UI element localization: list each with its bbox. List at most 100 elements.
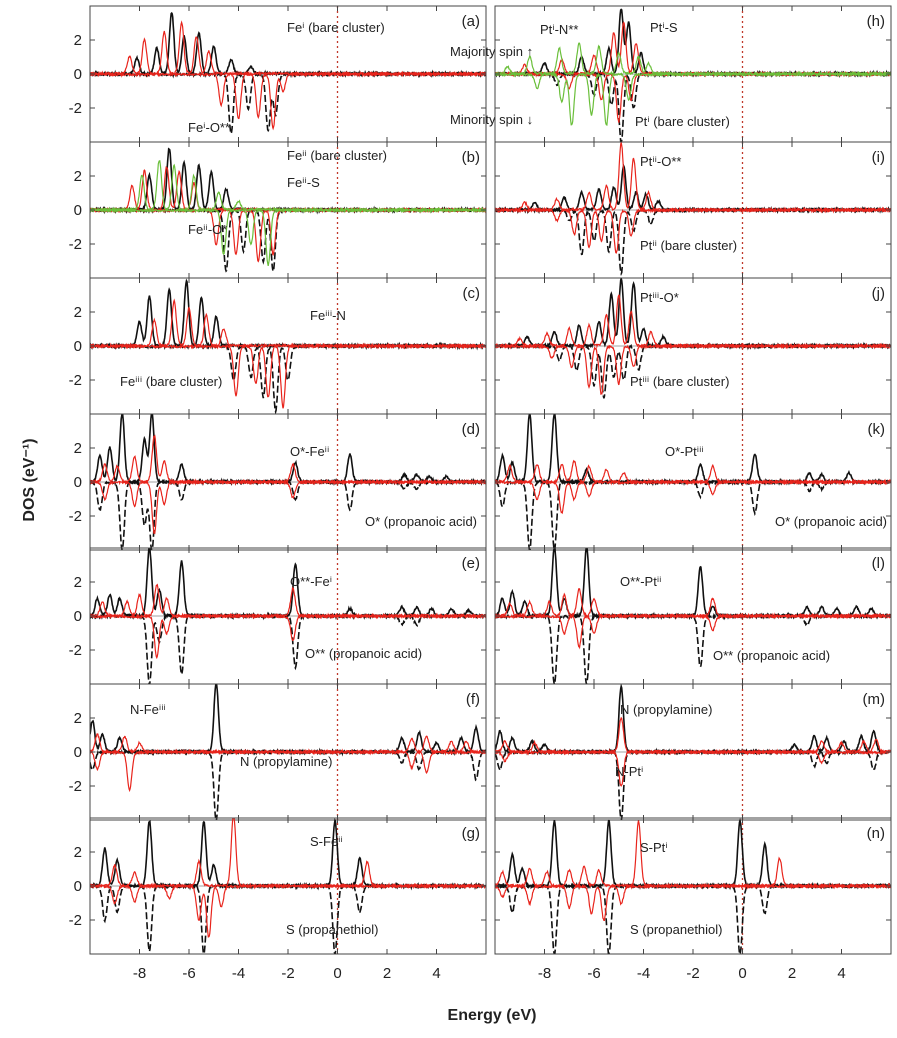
series-black-majority-spin bbox=[90, 684, 486, 756]
y-tick-label: 2 bbox=[74, 710, 82, 727]
y-tick-label: 0 bbox=[74, 202, 82, 219]
series-green-majority-spin bbox=[495, 42, 891, 77]
series-black-minority-spin bbox=[495, 478, 891, 550]
panel-label: (b) bbox=[462, 149, 480, 166]
annotation: O* (propanoic acid) bbox=[775, 514, 887, 529]
panel-label: (i) bbox=[872, 149, 885, 166]
panel-f: 2 0 -2 (f) N-Feⁱⁱⁱ N (propylamine) bbox=[69, 683, 487, 821]
series-red-majority-spin bbox=[495, 588, 891, 619]
panel-label: (h) bbox=[867, 13, 885, 30]
panel-label: (d) bbox=[462, 421, 480, 438]
annotation: Feⁱⁱⁱ-N bbox=[310, 308, 346, 323]
panel-g: 2 0 -2 -8 -6 -4 -2 0 2 4 (g) S-Feⁱⁱ S (propanethiol) bbox=[69, 817, 487, 982]
series-black-majority-spin bbox=[495, 278, 891, 350]
series-red-majority-spin bbox=[495, 820, 891, 889]
annotation: N-Feⁱⁱⁱ bbox=[130, 702, 166, 717]
annotation: S-Feⁱⁱ bbox=[310, 834, 343, 849]
panel-label: (n) bbox=[867, 825, 885, 842]
annotation: Ptⁱⁱⁱ (bare cluster) bbox=[630, 374, 729, 389]
x-tick-label: 2 bbox=[788, 965, 796, 982]
panel-d: 2 0 -2 (d) O*-Feⁱⁱ O* (propanoic acid) bbox=[69, 413, 487, 551]
series-red-majority-spin bbox=[90, 434, 486, 485]
panel-n: -8 -6 -4 -2 0 2 4 (n) S-Ptⁱ S (propanethiol) bbox=[494, 817, 892, 982]
annotation: S-Ptⁱ bbox=[640, 840, 668, 855]
panel-label: (j) bbox=[872, 285, 885, 302]
panel-label: (e) bbox=[462, 555, 480, 572]
panel-label: (g) bbox=[462, 825, 480, 842]
series-red-minority-spin bbox=[90, 613, 486, 660]
series-red-minority-spin bbox=[90, 749, 486, 793]
annotation: O*-Ptⁱⁱⁱ bbox=[665, 444, 704, 459]
panel-k: (k) O*-Ptⁱⁱⁱ O* (propanoic acid) bbox=[494, 413, 892, 551]
panel-label: (l) bbox=[872, 555, 885, 572]
annotation: O**-Ptⁱⁱ bbox=[620, 574, 662, 589]
series-red-majority-spin bbox=[90, 733, 486, 755]
annotation: O** (propanoic acid) bbox=[713, 648, 830, 663]
y-tick-label: -2 bbox=[69, 912, 82, 929]
annotation: Feⁱⁱ-S bbox=[287, 175, 320, 190]
y-tick-label: 0 bbox=[74, 338, 82, 355]
series-green-minority-spin bbox=[90, 207, 486, 267]
y-tick-label: 2 bbox=[74, 168, 82, 185]
annotation: O* (propanoic acid) bbox=[365, 514, 477, 529]
series-black-majority-spin bbox=[495, 548, 891, 620]
x-tick-label: -4 bbox=[232, 965, 245, 982]
panel-i: (i) Ptⁱⁱ-O** Ptⁱⁱ (bare cluster) bbox=[494, 141, 892, 279]
series-black-majority-spin bbox=[90, 548, 486, 620]
x-tick-label: 0 bbox=[333, 965, 341, 982]
annotation: Ptⁱ-N** bbox=[540, 22, 578, 37]
series-red-majority-spin bbox=[90, 583, 486, 619]
series-green-minority-spin bbox=[495, 71, 891, 126]
series-red-minority-spin bbox=[495, 207, 891, 254]
y-tick-label: -2 bbox=[69, 508, 82, 525]
series-red-minority-spin bbox=[90, 883, 486, 938]
panel-l: (l) O**-Ptⁱⁱ O** (propanoic acid) bbox=[494, 547, 892, 685]
series-red-minority-spin bbox=[495, 343, 891, 396]
series-black-majority-spin bbox=[90, 278, 486, 350]
series-black-minority-spin bbox=[90, 612, 486, 684]
series-red-majority-spin bbox=[495, 716, 891, 755]
series-red-majority-spin bbox=[90, 818, 486, 889]
annotation: Ptⁱⁱ (bare cluster) bbox=[640, 238, 737, 253]
series-black-majority-spin bbox=[495, 684, 891, 756]
annotation: N (propylamine) bbox=[240, 754, 332, 769]
panel-b: 2 0 -2 (b) Feⁱⁱ (bare cluster) Feⁱⁱ-S Feⁱⁱ-O* bbox=[69, 141, 487, 279]
annotation: O*-Feⁱⁱ bbox=[290, 444, 329, 459]
annotation: Feⁱⁱⁱ (bare cluster) bbox=[120, 374, 222, 389]
series-red-majority-spin bbox=[495, 294, 891, 349]
series-red-majority-spin bbox=[495, 459, 891, 485]
series-black-majority-spin bbox=[90, 414, 486, 486]
panel-label: (a) bbox=[462, 13, 480, 30]
annotation: O** (propanoic acid) bbox=[305, 646, 422, 661]
series-black-majority-spin bbox=[495, 818, 891, 890]
panel-label: (k) bbox=[868, 421, 886, 438]
y-tick-label: 0 bbox=[74, 608, 82, 625]
y-tick-label: 2 bbox=[74, 574, 82, 591]
x-tick-label: 2 bbox=[383, 965, 391, 982]
y-tick-label: -2 bbox=[69, 372, 82, 389]
y-tick-label: -2 bbox=[69, 778, 82, 795]
x-tick-label: -2 bbox=[686, 965, 699, 982]
annotation: N (propylamine) bbox=[620, 702, 712, 717]
panel-j: (j) Ptⁱⁱⁱ-O* Ptⁱⁱⁱ (bare cluster) bbox=[494, 277, 892, 415]
x-tick-label: -6 bbox=[182, 965, 195, 982]
series-black-minority-spin bbox=[495, 70, 891, 142]
series-black-minority-spin bbox=[495, 748, 891, 820]
annotation: Feⁱ-O** bbox=[188, 120, 230, 135]
y-axis-label: DOS (eV⁻¹) bbox=[21, 438, 38, 521]
annotation: Feⁱⁱ (bare cluster) bbox=[287, 148, 387, 163]
series-red-minority-spin bbox=[90, 479, 486, 535]
x-tick-label: 4 bbox=[432, 965, 440, 982]
series-red-minority-spin bbox=[495, 749, 891, 787]
series-black-minority-spin bbox=[495, 612, 891, 684]
series-red-minority-spin bbox=[90, 343, 486, 409]
series-red-majority-spin bbox=[495, 142, 891, 213]
panel-m: (m) N (propylamine) N-Ptⁱ bbox=[494, 683, 892, 821]
y-tick-label: 2 bbox=[74, 304, 82, 321]
annotation: Majority spin ↑ bbox=[450, 44, 533, 59]
y-tick-label: 0 bbox=[74, 474, 82, 491]
annotation: Ptⁱⁱ-O** bbox=[640, 154, 682, 169]
y-tick-label: -2 bbox=[69, 236, 82, 253]
annotation: Ptⁱ (bare cluster) bbox=[635, 114, 730, 129]
